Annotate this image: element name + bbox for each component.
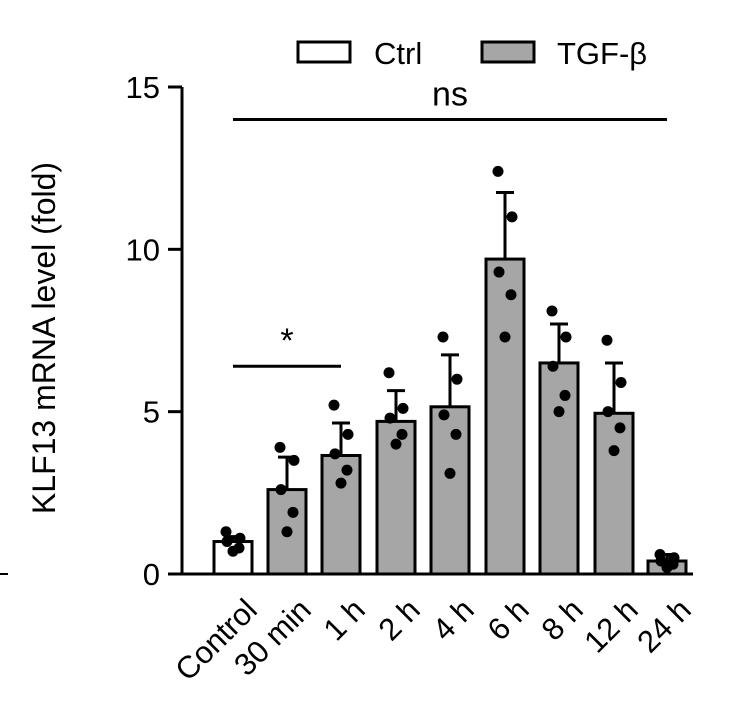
y-tick-label: 5 [143,395,160,430]
data-point [546,305,558,317]
data-point [335,477,347,489]
legend-swatch [296,40,352,64]
bar [484,257,526,576]
data-point [329,448,341,460]
legend-label: TGF-β [557,36,647,71]
data-point [450,428,462,440]
data-point [559,389,571,401]
data-point [221,536,233,548]
data-point [383,367,395,379]
x-tick-label: 24 h [630,592,697,659]
x-tick-label: 6 h [481,592,536,647]
legend: Ctrl TGF-β [296,36,647,71]
data-points [220,165,680,574]
bar [320,453,362,576]
data-point [220,526,232,538]
data-point [227,545,239,557]
data-point [396,428,408,440]
legend-swatch [480,40,536,64]
data-point [602,406,614,418]
data-point [615,376,627,388]
data-point [328,399,340,411]
data-point [614,422,626,434]
data-point [451,373,463,385]
significance-label: ns [432,75,468,113]
data-point [341,464,353,476]
data-point [553,406,565,418]
bar [593,411,635,576]
y-tick-label: 15 [126,70,160,105]
data-point [397,402,409,414]
annotations: ns * [233,75,667,368]
y-tick-label: 10 [126,232,160,267]
data-point [287,506,299,518]
x-tick-label: 1 h [317,592,372,647]
x-tick-label: 12 h [577,592,644,659]
data-point [384,412,396,424]
data-point [390,438,402,450]
x-tick-label: 2 h [372,592,427,647]
x-tick-label: 4 h [426,592,481,647]
data-point [505,289,517,301]
data-point [499,331,511,343]
data-point [493,266,505,278]
data-point [547,360,559,372]
y-axis-label: KLF13 mRNA level (fold) [26,162,62,514]
data-point [506,211,518,223]
data-point [444,467,456,479]
data-point [234,532,246,544]
error-bars [224,191,676,562]
data-point [288,454,300,466]
data-point [608,445,620,457]
data-point [560,331,572,343]
data-point [275,484,287,496]
y-tick-label: 0 [143,557,160,592]
data-point [661,562,673,574]
data-point [281,526,293,538]
significance-label: * [280,322,293,360]
bar [538,361,580,576]
data-point [342,428,354,440]
data-point [274,441,286,453]
data-point [438,409,450,421]
data-point [437,331,449,343]
data-point [492,165,504,177]
legend-label: Ctrl [374,36,422,71]
bar [429,405,471,576]
data-point [601,334,613,346]
